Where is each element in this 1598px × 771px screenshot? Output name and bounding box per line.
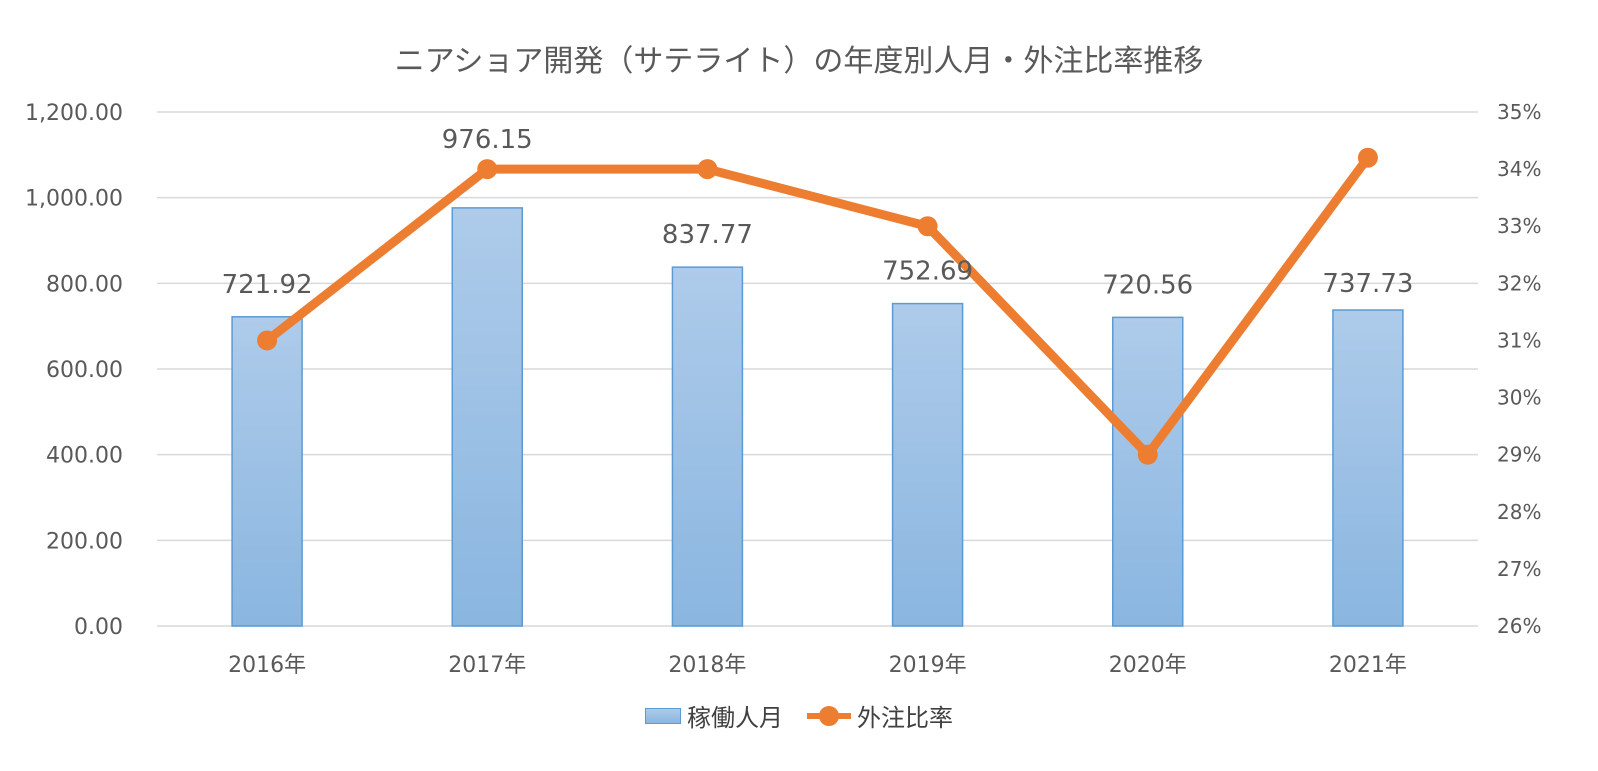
bar bbox=[451, 207, 523, 627]
y-right-tick-label: 32% bbox=[1497, 271, 1541, 295]
y-right-tick-label: 27% bbox=[1497, 557, 1541, 581]
bar-data-label: 837.77 bbox=[662, 220, 753, 250]
bar bbox=[1112, 316, 1184, 627]
legend-item-bar[interactable]: 稼働人月 bbox=[645, 698, 783, 733]
legend-item-line[interactable]: 外注比率 bbox=[807, 698, 953, 733]
line-point bbox=[1137, 444, 1158, 465]
line-point bbox=[477, 159, 498, 180]
line-point bbox=[257, 330, 278, 351]
y-right-tick-label: 28% bbox=[1497, 500, 1541, 524]
y-right-tick-label: 33% bbox=[1497, 214, 1541, 238]
bar bbox=[671, 266, 744, 627]
chart-title: ニアショア開発（サテライト）の年度別人月・外注比率推移 bbox=[394, 44, 1204, 79]
y-left-tick-label: 600.00 bbox=[46, 358, 123, 383]
legend-line-swatch bbox=[807, 704, 851, 728]
y-right-tick-label: 31% bbox=[1497, 328, 1541, 352]
line-series bbox=[264, 155, 1372, 460]
bar-data-label: 721.92 bbox=[222, 270, 313, 300]
y-left-tick-label: 400.00 bbox=[46, 444, 123, 469]
chart-legend: 稼働人月 外注比率 bbox=[0, 698, 1598, 733]
bar-data-label: 720.56 bbox=[1102, 270, 1193, 300]
y-left-tick-label: 1,200.00 bbox=[25, 101, 123, 126]
legend-line-label: 外注比率 bbox=[857, 704, 953, 732]
bar-data-label: 737.73 bbox=[1322, 269, 1413, 299]
y-left-tick-label: 1,000.00 bbox=[25, 187, 123, 212]
bar bbox=[1332, 309, 1404, 627]
y-right-tick-label: 30% bbox=[1497, 386, 1541, 410]
line-point bbox=[1357, 147, 1378, 168]
bar bbox=[891, 302, 964, 627]
y-left-tick-label: 0.00 bbox=[74, 615, 123, 640]
x-tick-label: 2016年 bbox=[228, 653, 306, 678]
y-right-tick-label: 34% bbox=[1497, 157, 1541, 181]
x-tick-label: 2019年 bbox=[889, 653, 967, 678]
legend-bar-swatch bbox=[645, 707, 681, 724]
y-left-tick-label: 800.00 bbox=[46, 272, 123, 297]
line-point bbox=[697, 159, 718, 180]
x-tick-label: 2018年 bbox=[668, 653, 746, 678]
bar bbox=[231, 316, 303, 627]
legend-bar-label: 稼働人月 bbox=[687, 704, 783, 732]
x-tick-label: 2021年 bbox=[1329, 653, 1407, 678]
y-left-tick-label: 200.00 bbox=[46, 529, 123, 554]
line-point bbox=[917, 216, 938, 237]
x-tick-label: 2020年 bbox=[1109, 653, 1187, 678]
bar-data-label: 976.15 bbox=[442, 125, 533, 155]
bar-data-label: 752.69 bbox=[882, 257, 973, 287]
x-tick-label: 2017年 bbox=[448, 653, 526, 678]
y-right-tick-label: 26% bbox=[1497, 614, 1541, 638]
y-right-tick-label: 29% bbox=[1497, 443, 1541, 467]
y-right-tick-label: 35% bbox=[1497, 100, 1541, 124]
